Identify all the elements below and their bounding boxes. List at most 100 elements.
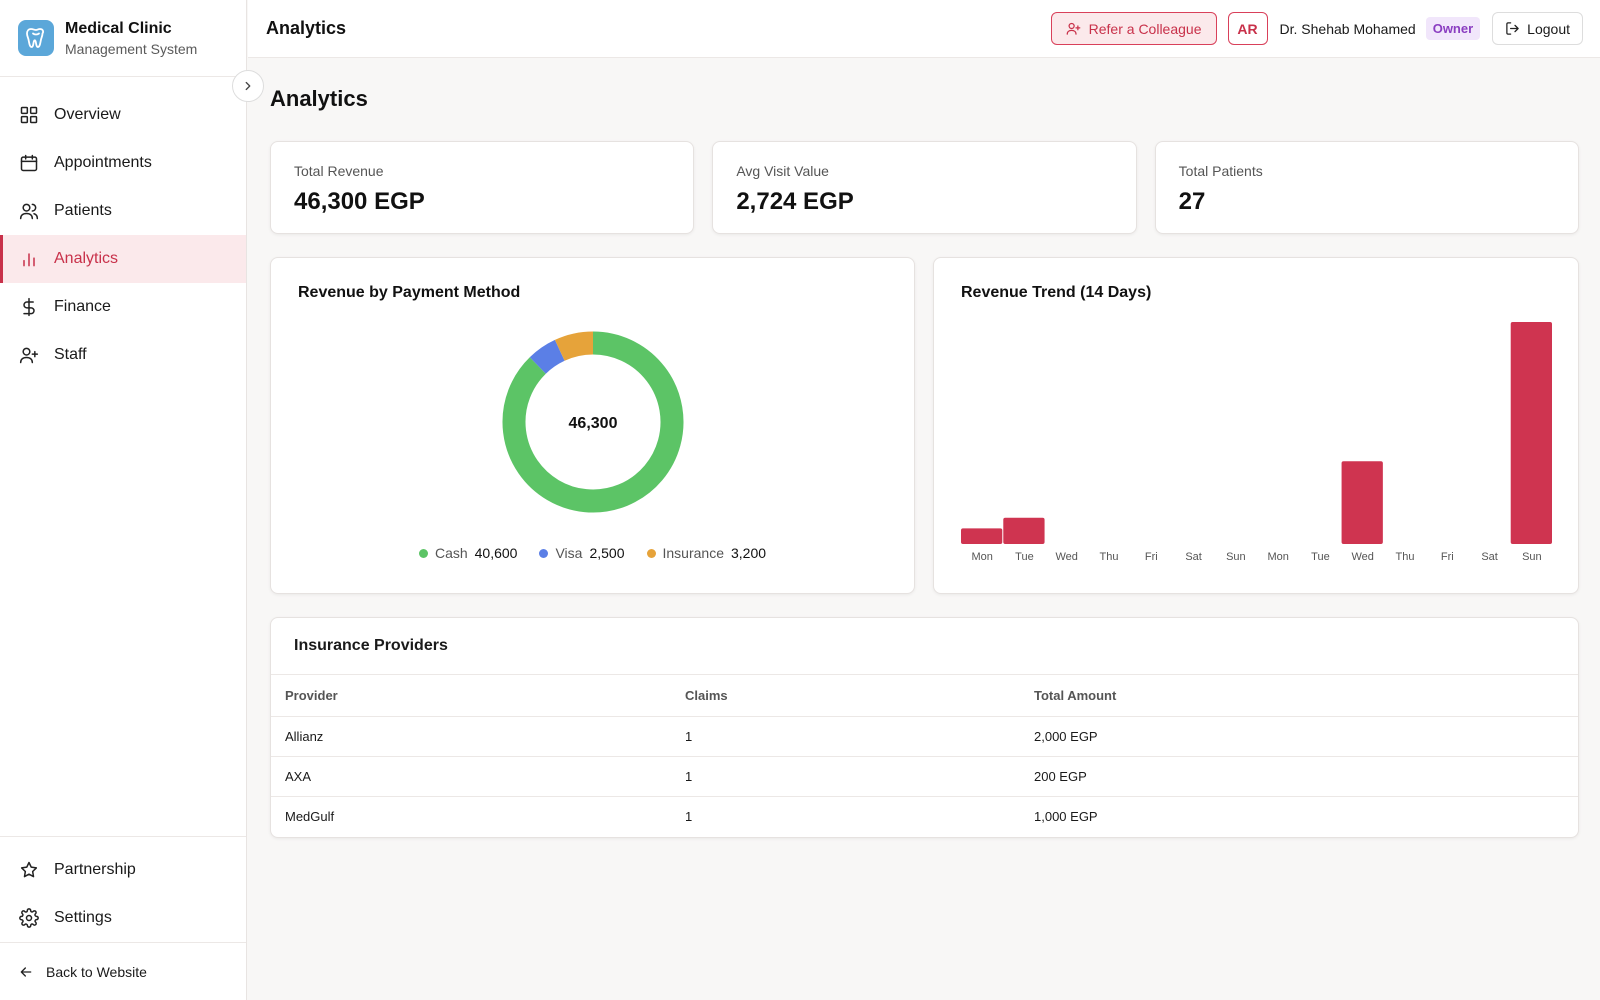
amount-cell: 1,000 EGP: [1034, 808, 1098, 824]
legend-name: Visa: [555, 545, 583, 561]
claims-cell: 1: [671, 756, 1020, 797]
legend-dot-cash: [418, 548, 428, 558]
x-tick-label: Tue: [1015, 551, 1034, 563]
logout-label: Logout: [1527, 20, 1570, 37]
claims-cell: 1: [671, 716, 1020, 757]
bar-0[interactable]: [961, 528, 1003, 544]
stat-card-total-patients: Total Patients 27: [1154, 141, 1579, 234]
legend-value: 2,500: [589, 545, 625, 561]
back-to-website-label: Back to Website: [46, 963, 147, 980]
insurance-providers-title: Insurance Providers: [271, 618, 1578, 675]
legend-name: Cash: [434, 545, 468, 561]
x-tick-label: Thu: [1396, 551, 1415, 563]
payment-method-title: Revenue by Payment Method: [298, 284, 521, 301]
topbar: Analytics Refer a Colleague AR Dr. Sheha…: [248, 0, 1600, 58]
charts-row: Revenue by Payment Method 46,300 Cash 40…: [270, 257, 1579, 594]
collapse-sidebar-button[interactable]: [232, 70, 264, 102]
insurance-table: Provider Claims Total Amount Allianz 1 2…: [271, 675, 1578, 836]
sidebar-item-partnership[interactable]: Partnership: [0, 846, 246, 894]
donut-center-label: 46,300: [569, 415, 618, 432]
legend-dot-insurance: [646, 548, 656, 558]
table-row[interactable]: AXA 1 200 EGP: [271, 756, 1578, 797]
legend-item-cash: Cash 40,600: [418, 545, 517, 561]
brand-title: Medical Clinic: [65, 19, 172, 37]
user-name: Dr. Shehab Mohamed: [1279, 20, 1416, 37]
x-tick-label: Thu: [1100, 551, 1119, 563]
sidebar-item-patients[interactable]: Patients: [0, 187, 246, 235]
sidebar-item-label: Appointments: [54, 154, 152, 171]
sidebar-item-label: Analytics: [54, 250, 119, 267]
stat-label: Total Revenue: [294, 163, 384, 179]
stat-label: Avg Visit Value: [736, 163, 829, 179]
sidebar-item-label: Partnership: [54, 861, 136, 878]
bar-13[interactable]: [1510, 322, 1552, 544]
dollar-icon: [18, 296, 40, 318]
calendar-icon: [18, 152, 40, 174]
column-header: Claims: [671, 675, 1020, 717]
grid-icon: [18, 104, 40, 126]
provider-cell: AXA: [271, 756, 671, 797]
legend-item-visa: Visa 2,500: [539, 545, 625, 561]
legend-value: 3,200: [730, 545, 767, 561]
table-header-row: Provider Claims Total Amount: [271, 675, 1578, 717]
x-tick-label: Wed: [1352, 551, 1374, 563]
refer-colleague-label: Refer a Colleague: [1088, 20, 1202, 37]
revenue-trend-chart: Mon Tue Wed Thu Fri Sat Sun Mon Tue Wed Thu Fri Sat S…: [961, 322, 1552, 563]
column-header: Total Amount: [1020, 675, 1578, 717]
x-tick-label: Wed: [1056, 551, 1078, 563]
claims-cell: 1: [685, 808, 693, 824]
payment-method-card: Revenue by Payment Method 46,300 Cash 40…: [270, 257, 915, 594]
brand[interactable]: Medical Clinic Management System: [0, 0, 246, 77]
stat-card-avg-visit-value: Avg Visit Value 2,724 EGP: [712, 141, 1137, 234]
logout-button[interactable]: Logout: [1492, 12, 1583, 45]
amount-cell: 200 EGP: [1020, 756, 1578, 797]
sidebar-item-appointments[interactable]: Appointments: [0, 139, 246, 187]
legend-dot-visa: [539, 548, 549, 558]
donut-legend: Cash 40,600 Visa 2,500 Insurance 3,200: [271, 545, 914, 561]
stat-value: 46,300 EGP: [294, 188, 425, 215]
sidebar: Medical Clinic Management System Overvie…: [0, 0, 264, 1000]
x-tick-label: Tue: [1311, 551, 1330, 563]
topbar-actions: Refer a Colleague AR Dr. Shehab Mohamed …: [1050, 12, 1583, 45]
sidebar-item-analytics[interactable]: Analytics: [0, 235, 246, 283]
column-header: Provider: [271, 675, 671, 717]
users-icon: [18, 200, 40, 222]
x-tick-label: Sat: [1185, 551, 1202, 563]
role-badge: Owner: [1425, 17, 1481, 40]
donut-slice-visa[interactable]: [529, 339, 566, 375]
bar-9[interactable]: [1341, 461, 1383, 544]
stat-label: Total Patients: [1178, 163, 1263, 179]
x-tick-label: Sun: [1226, 551, 1246, 563]
table-row[interactable]: MedGulf 1 1,000 EGP: [271, 796, 1578, 836]
x-tick-label: Mon: [971, 551, 992, 563]
legend-item-insurance: Insurance 3,200: [646, 545, 767, 561]
x-tick-label: Sun: [1522, 551, 1542, 563]
back-to-website-link[interactable]: Back to Website: [0, 942, 246, 1000]
x-tick-label: Fri: [1145, 551, 1158, 563]
amount-cell: 2,000 EGP: [1020, 716, 1578, 757]
refer-colleague-button[interactable]: Refer a Colleague: [1050, 12, 1217, 45]
table-row[interactable]: Allianz 1 2,000 EGP: [271, 716, 1578, 757]
sidebar-item-label: Finance: [54, 298, 111, 315]
donut-slice-cash[interactable]: [502, 331, 684, 513]
sidebar-item-overview[interactable]: Overview: [0, 91, 246, 139]
gear-icon: [18, 907, 40, 929]
logout-icon: [1505, 21, 1520, 36]
sidebar-item-settings[interactable]: Settings: [0, 894, 246, 942]
sidebar-item-label: Patients: [54, 202, 112, 219]
donut-slice-insurance[interactable]: [554, 331, 594, 361]
brand-subtitle: Management System: [65, 40, 198, 57]
donut-chart: 46,300: [502, 331, 684, 513]
sidebar-nav: Overview Appointments Patients Analytics…: [0, 77, 246, 379]
arrow-left-icon: [18, 964, 34, 980]
tooth-logo-icon: [18, 20, 54, 56]
x-tick-label: Mon: [1267, 551, 1288, 563]
sidebar-item-finance[interactable]: Finance: [0, 283, 246, 331]
stat-value: 2,724 EGP: [736, 188, 854, 215]
sidebar-item-staff[interactable]: Staff: [0, 331, 246, 379]
x-tick-label: Sat: [1481, 551, 1498, 563]
bar-1[interactable]: [1003, 517, 1045, 544]
legend-name: Insurance: [662, 545, 724, 561]
language-toggle-button[interactable]: AR: [1227, 12, 1268, 45]
insurance-providers-card: Insurance Providers Provider Claims Tota…: [270, 617, 1579, 838]
